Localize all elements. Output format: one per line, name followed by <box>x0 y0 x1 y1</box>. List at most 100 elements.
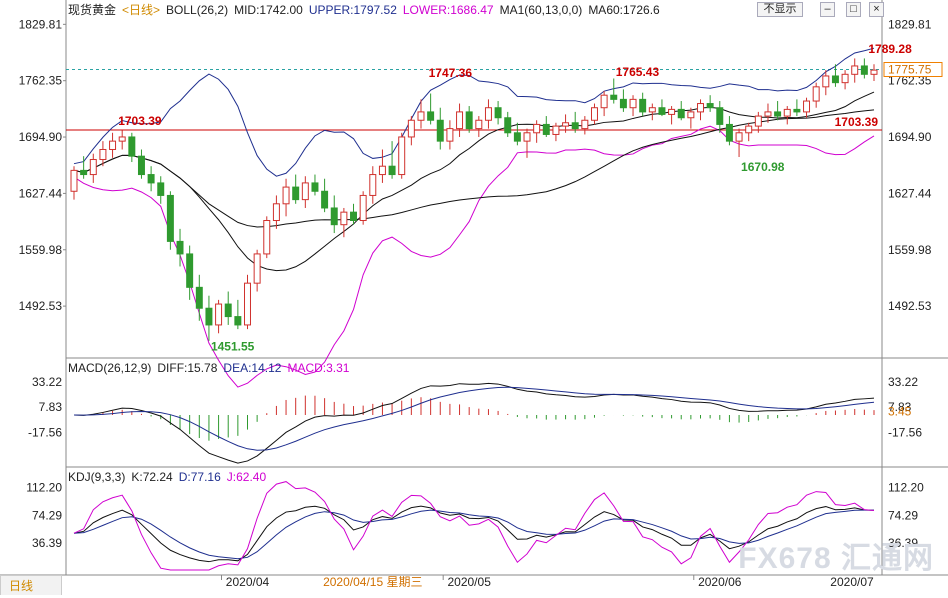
time-label-apr: 2020/04 <box>226 575 270 589</box>
price-tick-right: 1492.53 <box>888 299 932 313</box>
price-tick-right: 1627.44 <box>888 186 932 200</box>
candle-body <box>244 282 251 326</box>
kdj-tick-left: 74.29 <box>32 508 62 522</box>
boll-upper-line <box>73 47 875 177</box>
candle-body <box>677 108 685 119</box>
candle-body <box>494 107 502 119</box>
candle-body <box>764 111 772 117</box>
maximize-icon[interactable]: □ <box>846 2 861 17</box>
candle-body <box>195 286 203 309</box>
candle-body <box>812 86 820 102</box>
macd-dea: DEA:14.12 <box>223 361 282 375</box>
price-tick-left: 1627.44 <box>19 186 63 200</box>
candle-body <box>137 155 145 176</box>
candle-body <box>388 165 396 176</box>
candle-body <box>783 108 791 117</box>
kdj-label[interactable]: KDJ(9,3,3) <box>68 470 126 484</box>
candle-body <box>745 125 753 134</box>
price-tick-right: 1829.81 <box>888 17 932 31</box>
candle-body <box>427 111 435 121</box>
kdj-k: K:72.24 <box>131 470 173 484</box>
close-icon[interactable]: × <box>869 2 884 17</box>
candle-body <box>542 123 550 135</box>
macd-tick-left: -17.56 <box>28 426 62 440</box>
hide-button[interactable]: 不显示 <box>757 2 803 17</box>
candle-body <box>234 316 242 326</box>
candle-body <box>581 119 589 130</box>
time-label-jul: 2020/07 <box>830 575 874 589</box>
cursor-date-label: 2020/04/15 星期三 <box>323 575 422 589</box>
candle-body <box>774 111 782 117</box>
macd-tick-left: 33.22 <box>32 375 62 389</box>
candle-body <box>311 182 319 192</box>
macd-dea-line <box>73 386 875 451</box>
candle-body <box>330 207 338 226</box>
candle-body <box>176 240 184 255</box>
price-tick-left: 1492.53 <box>19 299 63 313</box>
candle-body <box>465 111 473 130</box>
candle-body <box>456 111 464 130</box>
candle-body <box>109 140 117 150</box>
kdj-tick-right: 36.39 <box>888 536 918 550</box>
candle-body <box>272 203 280 222</box>
candle-body <box>562 122 570 127</box>
candle-body <box>860 65 868 75</box>
price-tick-right: 1694.90 <box>888 130 932 144</box>
candle-body <box>398 136 406 176</box>
candle-body <box>128 136 136 157</box>
candle-body <box>263 220 271 255</box>
boll-label[interactable]: BOLL(26,2) <box>166 3 229 17</box>
candle-body <box>99 148 107 161</box>
time-label-jun: 2020/06 <box>698 575 742 589</box>
candle-body <box>301 182 309 201</box>
annotation-low-1670: 1670.98 <box>741 160 785 174</box>
candle-body <box>716 107 724 125</box>
candle-body <box>224 303 232 318</box>
macd-label[interactable]: MACD(26,12,9) <box>68 361 152 375</box>
candle-body <box>668 108 676 115</box>
annotation-high-1703: 1703.39 <box>118 114 162 128</box>
candle-body <box>687 111 695 119</box>
annotation-low-1451: 1451.55 <box>211 339 255 353</box>
period-tab[interactable]: 日线 <box>0 575 62 595</box>
kdj-header: KDJ(9,3,3) K:72.24 D:77.16 J:62.40 <box>68 470 272 484</box>
candle-body <box>697 103 704 113</box>
candle-body <box>378 165 386 176</box>
candle-body <box>292 186 300 201</box>
candle-body <box>735 132 743 142</box>
candle-body <box>610 94 618 100</box>
macd-tick-right: -17.56 <box>888 426 922 440</box>
ma-label[interactable]: MA1(60,13,0,0) <box>499 3 583 17</box>
kdj-tick-left: 112.20 <box>26 480 62 494</box>
candle-body <box>157 182 165 196</box>
symbol-name: 现货黄金 <box>68 3 117 17</box>
candle-body <box>725 123 733 142</box>
kdj-j-line <box>73 481 875 571</box>
candle-body <box>870 69 878 75</box>
candle-body <box>841 73 849 84</box>
candle-body <box>369 174 377 196</box>
kdj-d: D:77.16 <box>178 470 221 484</box>
candle-body <box>446 128 454 142</box>
candle-body <box>706 103 714 109</box>
boll-lower: LOWER:1686.47 <box>402 3 494 17</box>
macd-tag: 3.45 <box>888 405 912 419</box>
period-label[interactable]: <日线> <box>122 3 161 17</box>
minimize-icon[interactable]: – <box>820 2 835 17</box>
macd-tick-left: 7.83 <box>39 400 63 414</box>
kdj-tick-right: 74.29 <box>888 508 918 522</box>
ma60-line <box>73 109 875 228</box>
candle-body <box>504 117 512 134</box>
candle-body <box>215 303 223 326</box>
candle-body <box>822 75 830 88</box>
candle-body <box>793 108 801 113</box>
price-tick-right: 1762.35 <box>888 74 932 88</box>
kdj-k-line <box>73 505 875 563</box>
price-tick-left: 1762.35 <box>19 74 63 88</box>
candle-body <box>475 119 483 130</box>
candle-body <box>648 107 656 113</box>
annotation-high-1765: 1765.43 <box>616 65 660 79</box>
price-tick-right: 1559.98 <box>888 243 932 257</box>
candle-body <box>118 136 126 142</box>
